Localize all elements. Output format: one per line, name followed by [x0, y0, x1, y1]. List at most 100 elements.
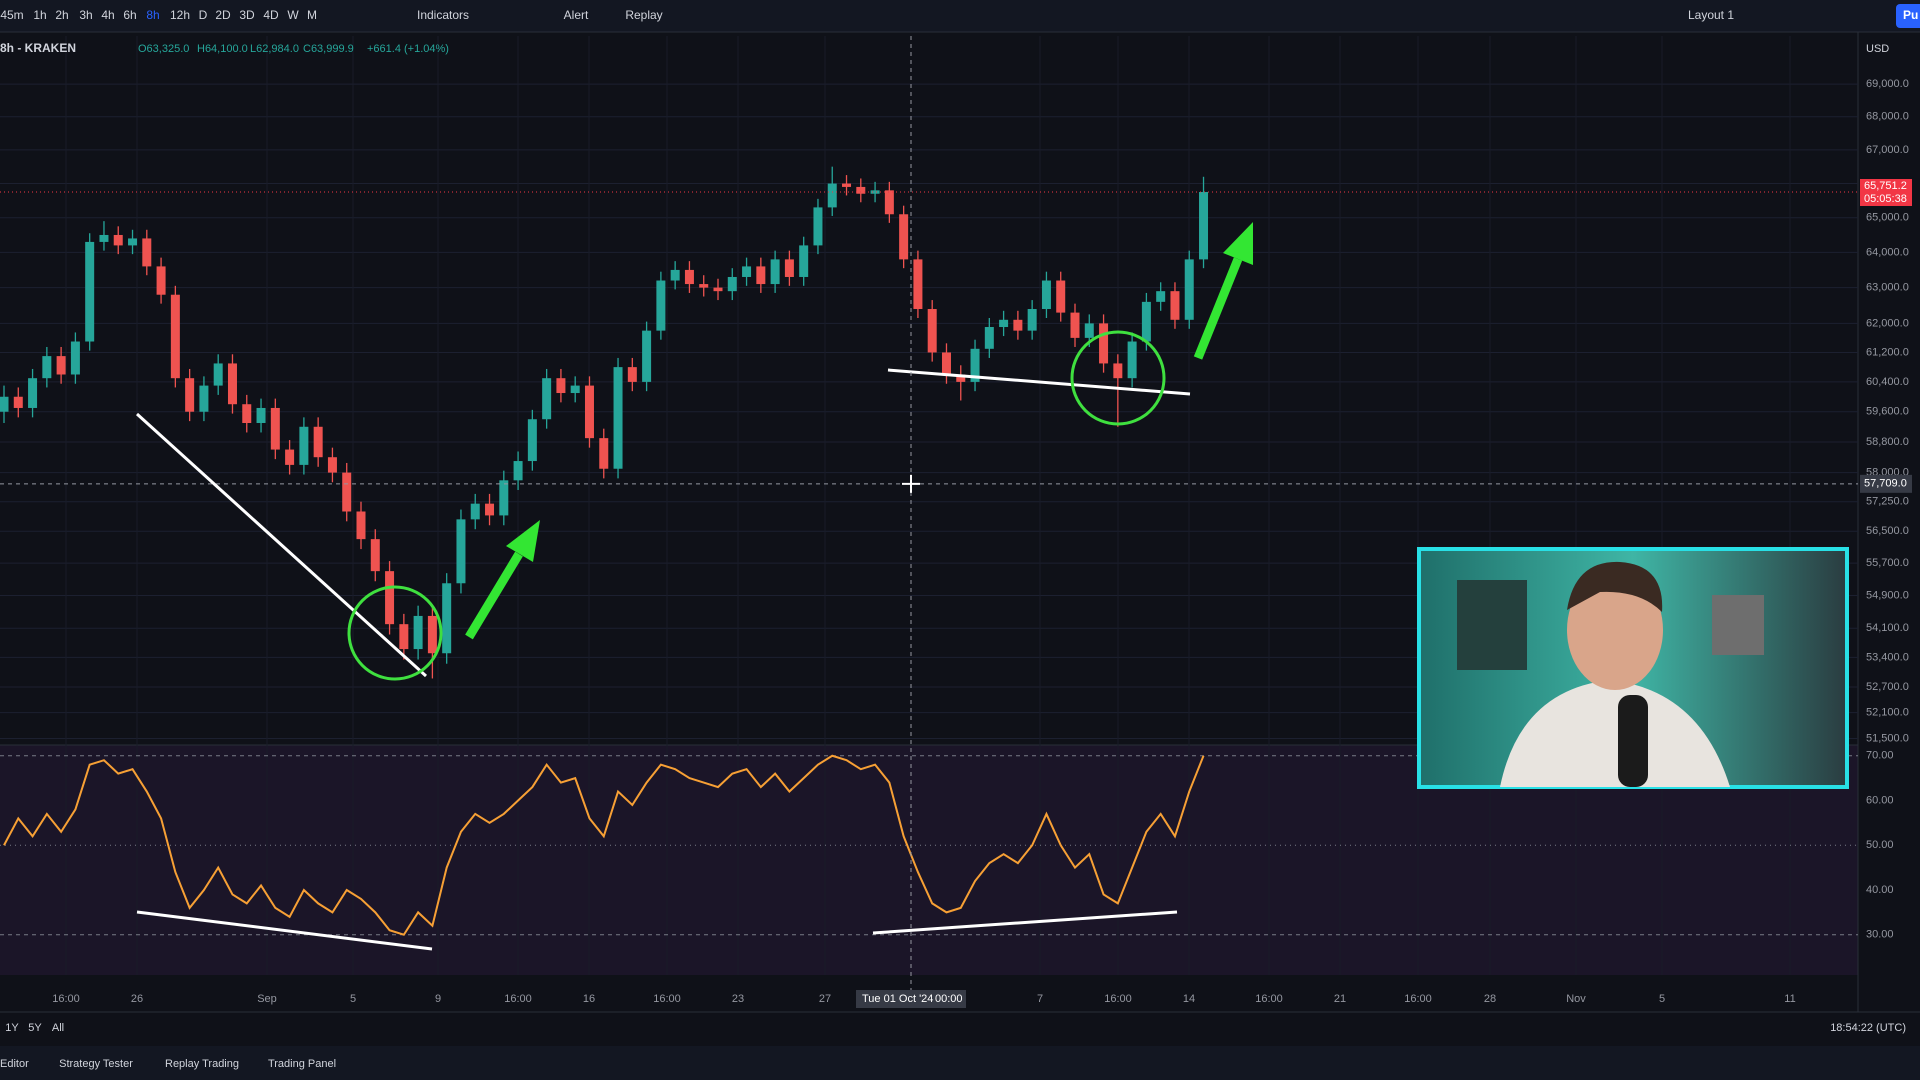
layout-button[interactable]: Layout 1	[1688, 8, 1734, 22]
candle-body	[684, 269, 694, 285]
candle-body	[1099, 323, 1109, 364]
candle-body	[427, 615, 437, 654]
interval-button[interactable]: 4h	[101, 8, 114, 22]
plaque	[1712, 595, 1764, 655]
interval-button[interactable]: 45m	[0, 8, 23, 22]
replay-button[interactable]: Replay	[625, 8, 662, 22]
time-tick-label: 16:00	[504, 993, 532, 1005]
candle-body	[299, 426, 309, 465]
range-button[interactable]: 1Y	[5, 1022, 19, 1034]
price-tick-label: 55,700.0	[1866, 557, 1909, 569]
alert-button[interactable]: Alert	[564, 8, 589, 22]
candle-body	[99, 234, 109, 242]
annotations	[135, 36, 1253, 1012]
clock: 18:54:22 (UTC)	[1830, 1022, 1906, 1034]
candle-body	[642, 330, 652, 382]
price-tick-label: 58,800.0	[1866, 436, 1909, 448]
candle-body	[256, 407, 266, 424]
interval-button[interactable]: 8h	[146, 8, 159, 22]
candle-body	[142, 238, 152, 267]
panel-tab[interactable]: Trading Panel	[268, 1058, 336, 1070]
price-tick-label: 67,000.0	[1866, 144, 1909, 156]
panel-tab[interactable]: Editor	[0, 1058, 29, 1070]
price-tick-label: 64,000.0	[1866, 246, 1909, 258]
candle-body	[356, 511, 366, 540]
price-tick-label: 61,200.0	[1866, 346, 1909, 358]
candle-body	[113, 234, 123, 246]
current-price-tag	[1860, 178, 1912, 206]
interval-button[interactable]: W	[287, 8, 299, 22]
candle-body	[584, 385, 594, 439]
interval-button[interactable]: 4D	[263, 8, 279, 22]
time-tick-label: 5	[1659, 993, 1665, 1005]
time-tick-label: 21	[1334, 993, 1346, 1005]
candle-body	[1199, 191, 1209, 260]
candle-body	[927, 309, 937, 353]
ohlc-value: L62,984.0	[250, 43, 299, 55]
publish-bg[interactable]	[1896, 4, 1920, 28]
interval-button[interactable]: 12h	[170, 8, 190, 22]
crosshair-price-tag	[1860, 474, 1912, 493]
interval-button[interactable]: 3h	[79, 8, 92, 22]
range-button[interactable]: 5Y	[28, 1022, 42, 1034]
candle-body	[227, 363, 237, 405]
interval-button[interactable]: 2h	[55, 8, 68, 22]
interval-button[interactable]: D	[199, 8, 208, 22]
time-tick-label: 27	[819, 993, 831, 1005]
candle-body	[342, 472, 352, 512]
candle-body	[799, 245, 809, 277]
time-tick-label: Nov	[1566, 993, 1586, 1005]
interval-button[interactable]: 3D	[239, 8, 255, 22]
candle-body	[1013, 319, 1023, 331]
candle-body	[570, 385, 580, 394]
highlight-circle	[347, 585, 443, 681]
arrow-head	[506, 520, 540, 562]
candle-body	[1170, 291, 1180, 320]
candle-body	[128, 238, 138, 246]
time-tick-label: 16:00	[52, 993, 80, 1005]
time-tick-label: 28	[1484, 993, 1496, 1005]
price-tick-label: 65,000.0	[1866, 212, 1909, 224]
price-tick-label: 56,500.0	[1866, 525, 1909, 537]
panel-tab[interactable]: Strategy Tester	[59, 1058, 133, 1070]
candle-body	[185, 378, 195, 412]
candle-body	[56, 356, 66, 375]
candle-body	[242, 404, 252, 424]
crosshair-time: 00:00	[935, 993, 963, 1005]
time-tick-label: 11	[1784, 993, 1795, 1005]
candle-body	[213, 363, 223, 386]
candle-body	[727, 276, 737, 292]
candle-body	[999, 319, 1009, 328]
person-head	[1567, 570, 1663, 690]
time-tick-label: 7	[1037, 993, 1043, 1005]
interval-button[interactable]: 2D	[215, 8, 231, 22]
candle-body	[456, 519, 466, 584]
candle-body	[842, 183, 852, 187]
interval-button[interactable]: M	[307, 8, 317, 22]
candle-body	[70, 341, 80, 375]
arrow	[1193, 257, 1243, 360]
candle-body	[742, 266, 752, 277]
indicators-button[interactable]: Indicators	[417, 8, 469, 22]
candle-body	[485, 503, 495, 516]
interval-button[interactable]: 6h	[123, 8, 136, 22]
time-tick-label: 16:00	[1404, 993, 1432, 1005]
price-tick-label: 60,400.0	[1866, 376, 1909, 388]
person-body	[1500, 680, 1730, 787]
person-hair	[1567, 561, 1663, 612]
candle-body	[1056, 280, 1066, 313]
candle-body	[627, 367, 637, 382]
candle-body	[270, 407, 280, 450]
candle-body	[941, 352, 951, 375]
current-price-label: 65,751.2	[1864, 180, 1907, 192]
publish-button[interactable]: Pu	[1903, 8, 1918, 22]
candle-body	[285, 449, 295, 465]
range-button[interactable]: All	[52, 1022, 64, 1034]
time-tick-label: 9	[435, 993, 441, 1005]
price-tick-label: 52,700.0	[1866, 681, 1909, 693]
candle-body	[1141, 301, 1151, 342]
interval-button[interactable]: 1h	[33, 8, 46, 22]
panel-tab[interactable]: Replay Trading	[165, 1058, 239, 1070]
